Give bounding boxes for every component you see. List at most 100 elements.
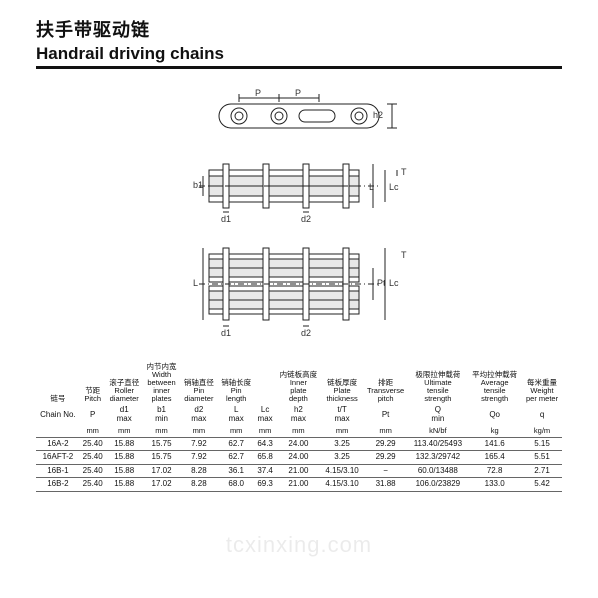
technical-diagram: P P h2 xyxy=(36,69,562,359)
table-cell: 16AFT-2 xyxy=(36,451,80,464)
table-cell: 69.3 xyxy=(255,478,276,491)
table-cell: 5.51 xyxy=(522,451,562,464)
table-cell: 36.1 xyxy=(218,464,255,477)
title-chinese: 扶手带驱动链 xyxy=(36,16,562,42)
table-header-cell: 滚子直径Rollerdiameter xyxy=(106,359,143,404)
table-cell: 15.88 xyxy=(106,451,143,464)
table-row: 16AFT-225.4015.8815.757.9262.765.824.003… xyxy=(36,451,562,464)
table-cell: 141.6 xyxy=(467,438,522,451)
table-cell: 24.00 xyxy=(275,451,321,464)
table-cell: 16B-1 xyxy=(36,464,80,477)
table-cell: 21.00 xyxy=(275,478,321,491)
table-cell: 7.92 xyxy=(180,451,217,464)
watermark: tcxinxing.com xyxy=(0,532,598,558)
table-cell: 24.00 xyxy=(275,438,321,451)
table-cell: 29.29 xyxy=(363,438,409,451)
table-header-cell: 平均拉伸载荷Averagetensilestrength xyxy=(467,359,522,404)
table-cell: 21.00 xyxy=(275,464,321,477)
table-cell: 8.28 xyxy=(180,464,217,477)
table-header-cell: b1min xyxy=(143,404,180,425)
table-header-cell xyxy=(36,425,80,437)
table-header-row-1: 链号节距Pitch滚子直径Rollerdiameter内节内宽Widthbetw… xyxy=(36,359,562,404)
table-cell: 29.29 xyxy=(363,451,409,464)
table-header-cell: 每米重量Weightper meter xyxy=(522,359,562,404)
table-header-row-2: Chain No.Pd1maxb1mind2maxLmaxLcmaxh2maxt… xyxy=(36,404,562,425)
table-cell: 25.40 xyxy=(80,438,106,451)
svg-text:P: P xyxy=(255,88,261,98)
svg-text:b1: b1 xyxy=(193,180,203,190)
svg-text:h2: h2 xyxy=(373,110,383,120)
table-cell: 31.88 xyxy=(363,478,409,491)
table-header-cell: Qmin xyxy=(409,404,468,425)
table-header-cell: P xyxy=(80,404,106,425)
table-header-cell: Qo xyxy=(467,404,522,425)
table-cell: 5.15 xyxy=(522,438,562,451)
table-row: 16B-225.4015.8817.028.2868.069.321.004.1… xyxy=(36,478,562,491)
svg-text:Lc: Lc xyxy=(389,182,399,192)
table-header-cell: Lmax xyxy=(218,404,255,425)
diagram-top-view: P P h2 xyxy=(199,86,399,138)
table-body: 16A-225.4015.8815.757.9262.764.324.003.2… xyxy=(36,438,562,492)
table-row: 16A-225.4015.8815.757.9262.764.324.003.2… xyxy=(36,438,562,451)
table-header-cell: q xyxy=(522,404,562,425)
table-row: 16B-125.4015.8817.028.2836.137.421.004.1… xyxy=(36,464,562,477)
table-header-cell: t/Tmax xyxy=(321,404,362,425)
table-cell: 62.7 xyxy=(218,438,255,451)
table-header-cell: 内节内宽Widthbetweeninnerplates xyxy=(143,359,180,404)
spec-table: 链号节距Pitch滚子直径Rollerdiameter内节内宽Widthbetw… xyxy=(36,359,562,492)
diagram-middle-view: b1 d1 d2 Lc L T xyxy=(169,150,429,230)
svg-text:d2: d2 xyxy=(301,214,311,224)
table-header-cell: mm xyxy=(143,425,180,437)
table-cell: 7.92 xyxy=(180,438,217,451)
table-cell: 65.8 xyxy=(255,451,276,464)
table-cell: 60.0/13488 xyxy=(409,464,468,477)
table-header-cell: kN/bf xyxy=(409,425,468,437)
table-cell: 68.0 xyxy=(218,478,255,491)
table-header-cell: mm xyxy=(275,425,321,437)
table-cell: 17.02 xyxy=(143,464,180,477)
table-cell: 15.75 xyxy=(143,438,180,451)
table-header-cell: d2max xyxy=(180,404,217,425)
table-cell: 72.8 xyxy=(467,464,522,477)
table-cell: 5.42 xyxy=(522,478,562,491)
table-header-cell: 销轴直径Pindiameter xyxy=(180,359,217,404)
table-cell: 17.02 xyxy=(143,478,180,491)
table-header-cell: Chain No. xyxy=(36,404,80,425)
table-header-cell: mm xyxy=(255,425,276,437)
table-header-cell: mm xyxy=(80,425,106,437)
svg-text:d2: d2 xyxy=(301,328,311,338)
svg-text:Pt: Pt xyxy=(377,278,386,288)
table-header-cell: Pt xyxy=(363,404,409,425)
table-cell: 15.88 xyxy=(106,478,143,491)
table-header-cell: 节距Pitch xyxy=(80,359,106,404)
table-cell: 64.3 xyxy=(255,438,276,451)
table-header-cell: mm xyxy=(363,425,409,437)
svg-text:Lc: Lc xyxy=(389,278,399,288)
table-header-cell: 内链板高度Innerplatedepth xyxy=(275,359,321,404)
table-header-cell: 链号 xyxy=(36,359,80,404)
svg-text:T: T xyxy=(401,250,407,260)
table-header-cell: 销轴长度Pinlength xyxy=(218,359,255,404)
table-cell: − xyxy=(363,464,409,477)
table-cell: 3.25 xyxy=(321,438,362,451)
table-header-row-3: mmmmmmmmmmmmmmmmmmkN/bfkgkg/m xyxy=(36,425,562,437)
table-cell: 165.4 xyxy=(467,451,522,464)
table-header-cell: Lcmax xyxy=(255,404,276,425)
table-cell: 25.40 xyxy=(80,478,106,491)
table-cell: 3.25 xyxy=(321,451,362,464)
table-cell: 113.40/25493 xyxy=(409,438,468,451)
table-header-cell: 排距Transversepitch xyxy=(363,359,409,404)
table-cell: 37.4 xyxy=(255,464,276,477)
diagram-bottom-view: L d1 d2 Pt Lc T xyxy=(169,242,429,342)
table-cell: 106.0/23829 xyxy=(409,478,468,491)
table-header-cell: kg/m xyxy=(522,425,562,437)
table-header-cell: mm xyxy=(106,425,143,437)
table-header-cell: mm xyxy=(321,425,362,437)
title-english: Handrail driving chains xyxy=(36,44,562,69)
table-header-cell xyxy=(255,359,276,404)
table-cell: 4.15/3.10 xyxy=(321,478,362,491)
table-cell: 62.7 xyxy=(218,451,255,464)
svg-text:T: T xyxy=(401,167,407,177)
table-cell: 132.3/29742 xyxy=(409,451,468,464)
table-cell: 15.88 xyxy=(106,438,143,451)
